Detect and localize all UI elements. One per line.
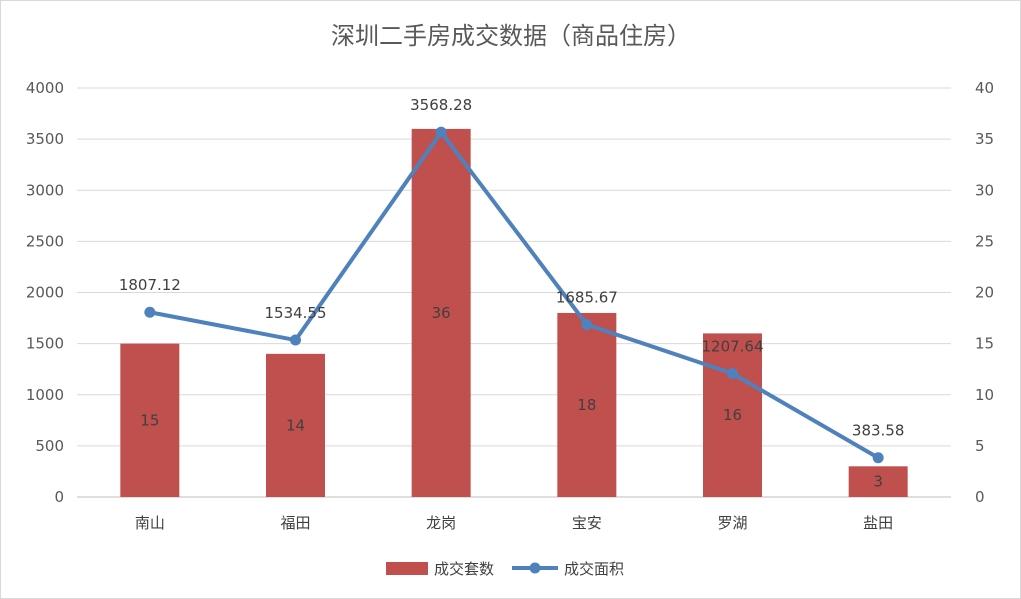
left-tick-label: 4000 xyxy=(26,79,64,97)
bar-data-label: 14 xyxy=(286,416,305,434)
line-data-label: 1807.12 xyxy=(119,276,181,294)
category-label: 宝安 xyxy=(572,514,602,532)
legend-label-line: 成交面积 xyxy=(564,560,624,578)
right-tick-label: 35 xyxy=(975,130,994,148)
right-tick-label: 30 xyxy=(975,181,994,199)
legend-item-line: 成交面积 xyxy=(512,560,624,578)
bar-data-label: 3 xyxy=(873,473,883,491)
bar xyxy=(557,312,617,497)
bar-data-labels: 15 14 36 18 16 3 xyxy=(140,304,883,491)
left-tick-label: 0 xyxy=(54,488,64,506)
category-axis: 南山 福田 龙岗 宝安 罗湖 盐田 xyxy=(135,514,893,532)
chart-title: 深圳二手房成交数据（商品住房） xyxy=(331,22,691,50)
left-axis-ticks: 0 500 1000 1500 2000 2500 3000 3500 4000 xyxy=(26,79,64,506)
bar-data-label: 16 xyxy=(723,406,742,424)
left-tick-label: 2000 xyxy=(26,284,64,302)
category-label: 南山 xyxy=(135,514,165,532)
right-axis-ticks: 0 5 10 15 20 25 30 35 40 xyxy=(975,79,994,506)
bar xyxy=(703,333,762,497)
gridlines xyxy=(77,87,951,498)
line-point xyxy=(435,126,447,138)
legend-item-bar: 成交套数 xyxy=(386,560,494,578)
category-label: 福田 xyxy=(280,514,310,532)
line-data-label: 1685.67 xyxy=(556,289,618,307)
line-point xyxy=(581,319,593,331)
bar xyxy=(120,343,180,497)
right-tick-label: 20 xyxy=(975,284,994,302)
line-series xyxy=(144,126,884,464)
right-tick-label: 40 xyxy=(975,79,994,97)
line-point xyxy=(144,306,156,318)
bar-data-label: 18 xyxy=(577,396,596,414)
line-point xyxy=(290,334,301,346)
left-tick-label: 2500 xyxy=(26,232,64,250)
left-tick-label: 3000 xyxy=(26,181,64,199)
line-data-labels: 1807.12 1534.55 3568.28 1685.67 1207.64 383.5… xyxy=(119,96,905,440)
right-tick-label: 15 xyxy=(975,335,994,353)
line-data-label: 1207.64 xyxy=(701,337,763,355)
line-data-label: 3568.28 xyxy=(410,96,472,114)
line-point xyxy=(727,367,738,379)
line-data-label: 383.58 xyxy=(852,422,905,440)
bar-data-label: 15 xyxy=(140,411,159,429)
bar-series xyxy=(120,128,908,497)
left-tick-label: 3500 xyxy=(26,130,64,148)
category-label: 龙岗 xyxy=(426,514,456,532)
right-tick-label: 25 xyxy=(975,232,994,250)
bar xyxy=(848,466,908,497)
left-tick-label: 1500 xyxy=(26,335,64,353)
category-label: 罗湖 xyxy=(717,514,747,532)
category-label: 盐田 xyxy=(863,514,893,532)
right-tick-label: 10 xyxy=(975,386,994,404)
line-point xyxy=(872,452,884,464)
right-tick-label: 5 xyxy=(975,437,985,455)
right-tick-label: 0 xyxy=(975,488,985,506)
bar xyxy=(266,353,325,497)
left-tick-label: 1000 xyxy=(26,386,64,404)
legend-swatch-bar xyxy=(386,562,428,575)
left-tick-label: 500 xyxy=(35,437,64,455)
series-line xyxy=(147,130,881,460)
bar xyxy=(411,128,471,497)
bar-data-label: 36 xyxy=(432,304,451,322)
legend-swatch-marker xyxy=(529,562,541,574)
legend-label-bar: 成交套数 xyxy=(434,560,494,578)
line-data-label: 1534.55 xyxy=(264,304,326,322)
legend: 成交套数 成交面积 xyxy=(386,560,624,578)
